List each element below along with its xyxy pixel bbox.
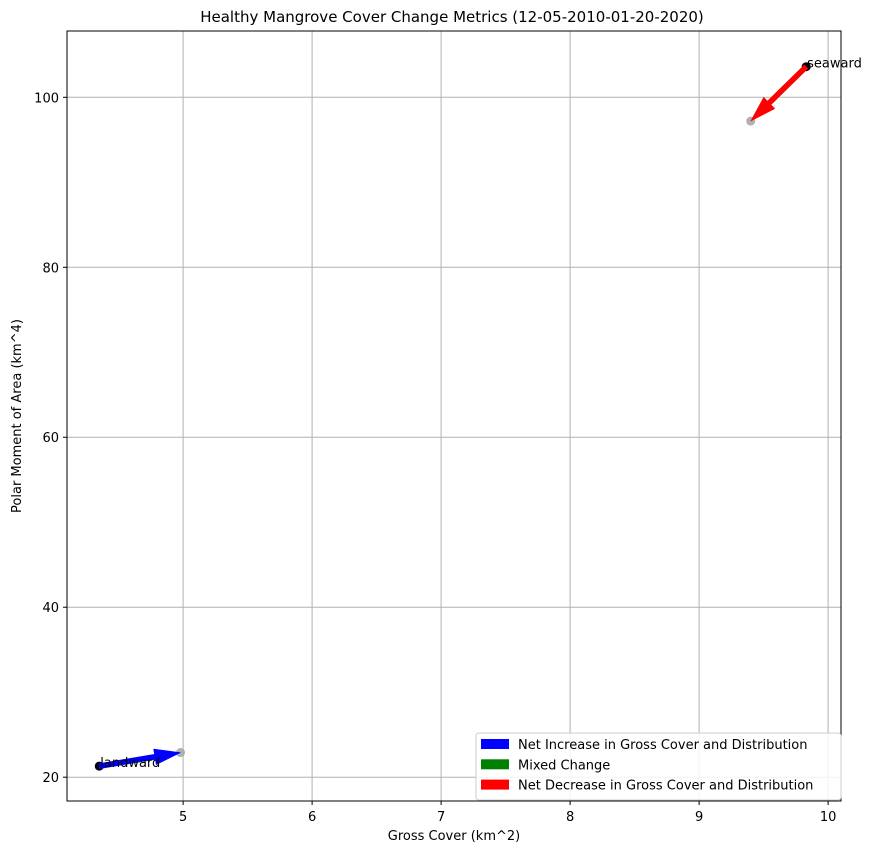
legend-swatch — [481, 779, 509, 790]
legend: Net Increase in Gross Cover and Distribu… — [475, 732, 842, 801]
chart-marks: landward seaward — [94, 57, 862, 771]
y-tick-label: 20 — [42, 771, 59, 786]
x-tick-label: 7 — [437, 810, 445, 825]
y-tick-label: 80 — [42, 261, 59, 276]
x-tick-label: 8 — [566, 810, 574, 825]
y-tick-label: 40 — [42, 601, 59, 616]
legend-swatch — [481, 759, 509, 770]
plot-frame — [66, 30, 842, 802]
x-tick-label: 9 — [695, 810, 703, 825]
legend-label: Net Increase in Gross Cover and Distribu… — [518, 738, 807, 753]
x-axis-label: Gross Cover (km^2) — [388, 829, 520, 844]
landward-label: landward — [100, 756, 160, 771]
x-tick-label: 10 — [820, 810, 837, 825]
grid — [67, 31, 841, 801]
seaward-label: seaward — [807, 57, 862, 72]
legend-box — [475, 732, 842, 801]
x-tick-label: 5 — [179, 810, 187, 825]
chart-title: Healthy Mangrove Cover Change Metrics (1… — [200, 8, 704, 26]
legend-label: Mixed Change — [518, 758, 610, 773]
y-tick-label: 100 — [34, 91, 59, 106]
y-axis-ticks: 20 40 60 80 100 — [34, 91, 67, 786]
y-tick-label: 60 — [42, 431, 59, 446]
legend-label: Net Decrease in Gross Cover and Distribu… — [518, 779, 813, 794]
y-axis-label: Polar Moment of Area (km^4) — [10, 319, 25, 513]
seaward-arrow — [750, 64, 809, 122]
x-axis-ticks: 5 6 7 8 9 10 — [179, 801, 836, 825]
landward-arrow — [98, 748, 182, 769]
legend-swatch — [481, 739, 509, 749]
x-tick-label: 6 — [308, 810, 316, 825]
